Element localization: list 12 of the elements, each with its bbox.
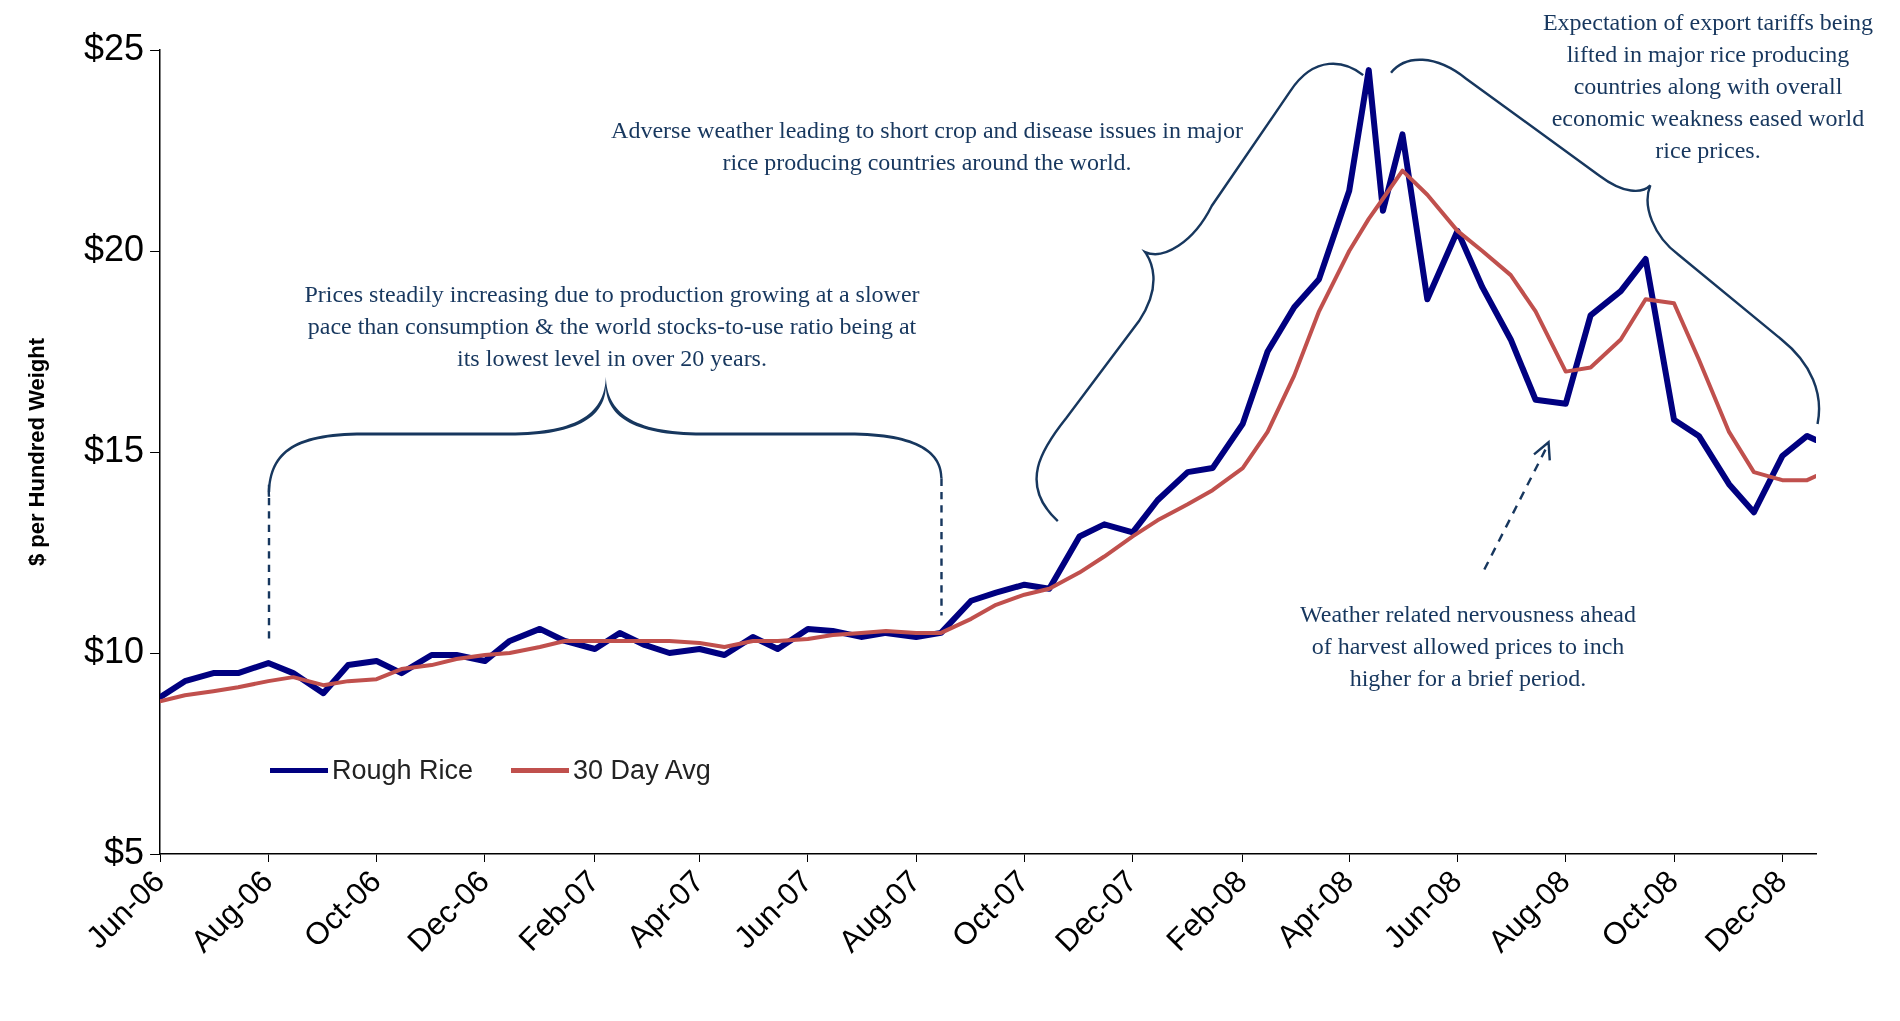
legend-label: 30 Day Avg [573,755,711,786]
annotation: Weather related nervousness ahead of harvest allowed prices to inch higher for a brief period. [1299,600,1637,693]
annotation: Prices steadily increasing due to production growing at a slower pace than consumption & the world stocks-to-use ratio being at its lowest level in over 20 years. [303,280,921,373]
annotation: Adverse weather leading to short crop and disease issues in major rice producing countries around the world. [610,116,1244,177]
y-tick-label: $25 [83,26,145,68]
y-tick-label: $10 [83,629,145,671]
annotation: Expectation of export tariffs being lifted in major rice producing countries along with overall economic weakness eased world rice prices. [1541,8,1875,165]
y-tick-label: $15 [83,428,145,470]
y-axis-title: $ per Hundred Weight [24,337,51,567]
y-tick-label: $5 [104,830,145,872]
y-tick-label: $20 [83,227,145,269]
legend-label: Rough Rice [332,755,474,786]
